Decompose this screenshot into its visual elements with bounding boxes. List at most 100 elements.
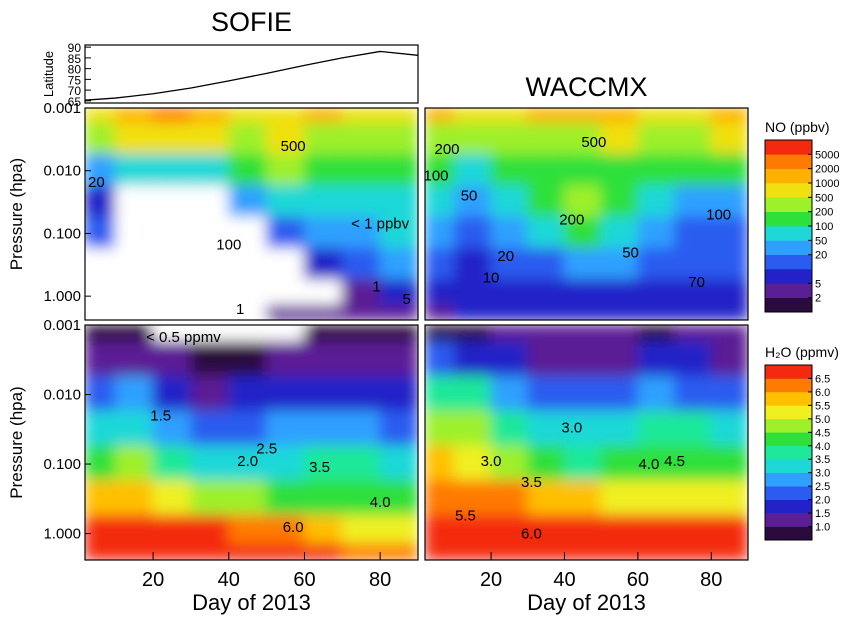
field-cell [341, 108, 381, 124]
contour-label: 10 [483, 269, 500, 286]
colorbar-band [765, 513, 812, 527]
field-cell [152, 375, 192, 412]
field-cell [152, 305, 192, 320]
field-cell [563, 216, 602, 249]
plot-frame [424, 324, 749, 561]
field-cell [425, 305, 455, 320]
x-tick-label: 20 [480, 569, 502, 591]
field-cell [425, 341, 455, 377]
field-cell [453, 279, 492, 307]
field-cell [190, 305, 230, 320]
field-cell [303, 325, 343, 343]
colorbar-band [765, 472, 812, 487]
field-cell [527, 216, 565, 249]
field-cell [85, 341, 116, 377]
field-cell [303, 108, 343, 124]
field-cell [85, 480, 116, 516]
contour-label: 200 [559, 212, 584, 229]
field-cell [674, 480, 712, 516]
field-cell [114, 153, 154, 187]
field-cell [600, 543, 639, 560]
field-cell [453, 514, 492, 545]
colorbar-band [765, 154, 812, 169]
field-cell [527, 185, 565, 218]
x-tick-label: 40 [218, 569, 240, 591]
colorbar-frame [764, 364, 813, 541]
field-cell [490, 410, 529, 447]
field-cell [563, 108, 602, 124]
y-tick-label: 0.001 [43, 317, 81, 334]
field-cell [85, 216, 116, 249]
field-cell [341, 341, 381, 377]
field-cell [710, 375, 748, 412]
field-cell [341, 247, 381, 281]
field-cell [228, 325, 268, 343]
colorbar-tick-label: 5.0 [815, 414, 830, 426]
field-cell [710, 185, 748, 218]
field-cell [379, 375, 418, 412]
colorbar-tick-label: 1000 [815, 178, 839, 190]
field-cell [152, 445, 192, 482]
field-cell [85, 122, 116, 155]
field-cell [425, 543, 455, 560]
colorbar-tick-label: 500 [815, 192, 833, 204]
field-cell [453, 375, 492, 412]
contour-label: 4.0 [370, 494, 391, 511]
field-cell [228, 153, 268, 187]
y-axis-label: Latitude [41, 51, 56, 97]
field-cell [152, 247, 192, 281]
field-cell [425, 153, 455, 187]
contour-label: 6.0 [283, 519, 304, 536]
field-cell [228, 216, 268, 249]
field-cell [710, 216, 748, 249]
field-cell [266, 325, 305, 343]
field-cell [600, 445, 639, 482]
field-cell [190, 108, 230, 124]
field-cell [674, 216, 712, 249]
colorbar-tick-label: 2 [815, 293, 821, 305]
field-cell [425, 216, 455, 249]
contour-label: 100 [423, 168, 448, 185]
field-cell [190, 325, 230, 343]
field-cell [85, 185, 116, 218]
field-cell [152, 153, 192, 187]
field-cell [228, 305, 268, 320]
field-cell [563, 480, 602, 516]
field-cell [114, 185, 154, 218]
colorbar-band [765, 240, 812, 255]
field-cell [190, 122, 230, 155]
field-cell [303, 341, 343, 377]
field-cell [85, 153, 116, 187]
field-cell [527, 445, 565, 482]
y-tick-label: 1.000 [43, 526, 81, 543]
field-cell [341, 279, 381, 307]
field-cell [453, 410, 492, 447]
field-cell [637, 480, 676, 516]
field-cell [453, 185, 492, 218]
field-cell [674, 122, 712, 155]
field-cell [490, 216, 529, 249]
field-cell [266, 445, 305, 482]
field-cell [490, 341, 529, 377]
field-cell [674, 185, 712, 218]
field-cell [114, 305, 154, 320]
field-cell [710, 543, 748, 560]
colorbar-band [765, 445, 812, 460]
field-cell [527, 279, 565, 307]
field-cell [637, 325, 676, 343]
contour-field [85, 325, 418, 560]
field-cell [527, 247, 565, 281]
field-cell [674, 305, 712, 320]
field-cell [152, 216, 192, 249]
y-tick-label: 85 [68, 52, 82, 66]
plot-frame [84, 44, 419, 104]
field-cell [341, 375, 381, 412]
field-cell [85, 325, 116, 343]
field-cell [303, 247, 343, 281]
field-cell [85, 514, 116, 545]
colorbar-band [765, 526, 812, 541]
contour-label: 3.0 [561, 420, 582, 437]
field-cell [114, 216, 154, 249]
